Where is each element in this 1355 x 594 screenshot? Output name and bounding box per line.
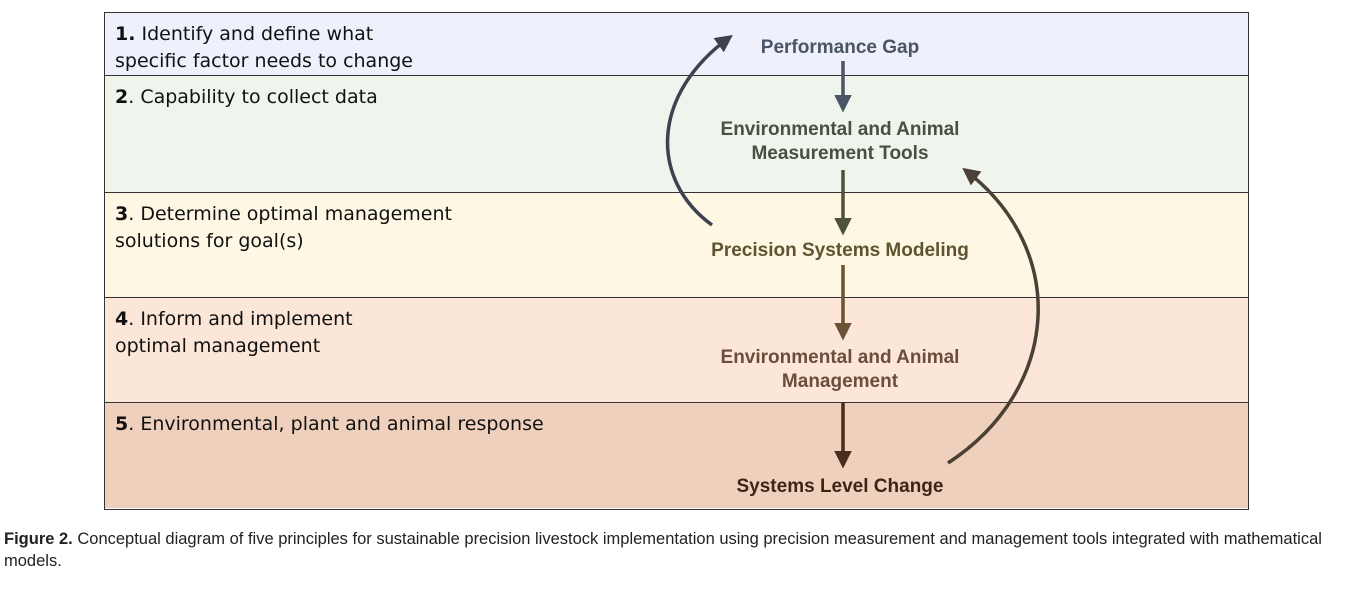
principle-5-number: 5 xyxy=(115,413,129,435)
principle-2-number: 2 xyxy=(115,86,129,108)
principle-3-number: 3 xyxy=(115,203,129,225)
principle-4-text: . Inform and implement optimal managemen… xyxy=(115,308,353,357)
principle-4: 4. Inform and implement optimal manageme… xyxy=(115,306,415,360)
band-2: 2. Capability to collect data xyxy=(105,76,1248,193)
principle-1-text: Identify and define what specific factor… xyxy=(115,23,413,72)
principle-5-text: . Environmental, plant and animal respon… xyxy=(128,413,544,435)
principle-1-number: 1. xyxy=(115,23,136,45)
figure-caption: Figure 2. Conceptual diagram of five pri… xyxy=(4,528,1349,572)
band-5: 5. Environmental, plant and animal respo… xyxy=(105,403,1248,508)
band-3: 3. Determine optimal management solution… xyxy=(105,193,1248,298)
diagram-frame: 1. Identify and define what specific fac… xyxy=(104,12,1249,510)
principle-3-text: . Determine optimal management solutions… xyxy=(115,203,452,252)
node-management: Environmental and Animal Management xyxy=(720,347,960,392)
principle-4-number: 4 xyxy=(115,308,129,330)
node-performance-gap: Performance Gap xyxy=(760,37,920,58)
principle-2-text: . Capability to collect data xyxy=(128,86,378,108)
caption-label: Figure 2. xyxy=(4,530,73,548)
node-systems-level-change: Systems Level Change xyxy=(736,476,944,497)
principle-2: 2. Capability to collect data xyxy=(115,84,635,111)
principle-5: 5. Environmental, plant and animal respo… xyxy=(115,411,715,438)
principle-3: 3. Determine optimal management solution… xyxy=(115,201,535,255)
band-1: 1. Identify and define what specific fac… xyxy=(105,13,1248,76)
node-systems-modeling: Precision Systems Modeling xyxy=(711,240,969,261)
caption-text: Conceptual diagram of five principles fo… xyxy=(4,530,1322,570)
principle-1: 1. Identify and define what specific fac… xyxy=(115,21,445,75)
band-4: 4. Inform and implement optimal manageme… xyxy=(105,298,1248,403)
node-measurement-tools: Environmental and Animal Measurement Too… xyxy=(720,119,960,164)
